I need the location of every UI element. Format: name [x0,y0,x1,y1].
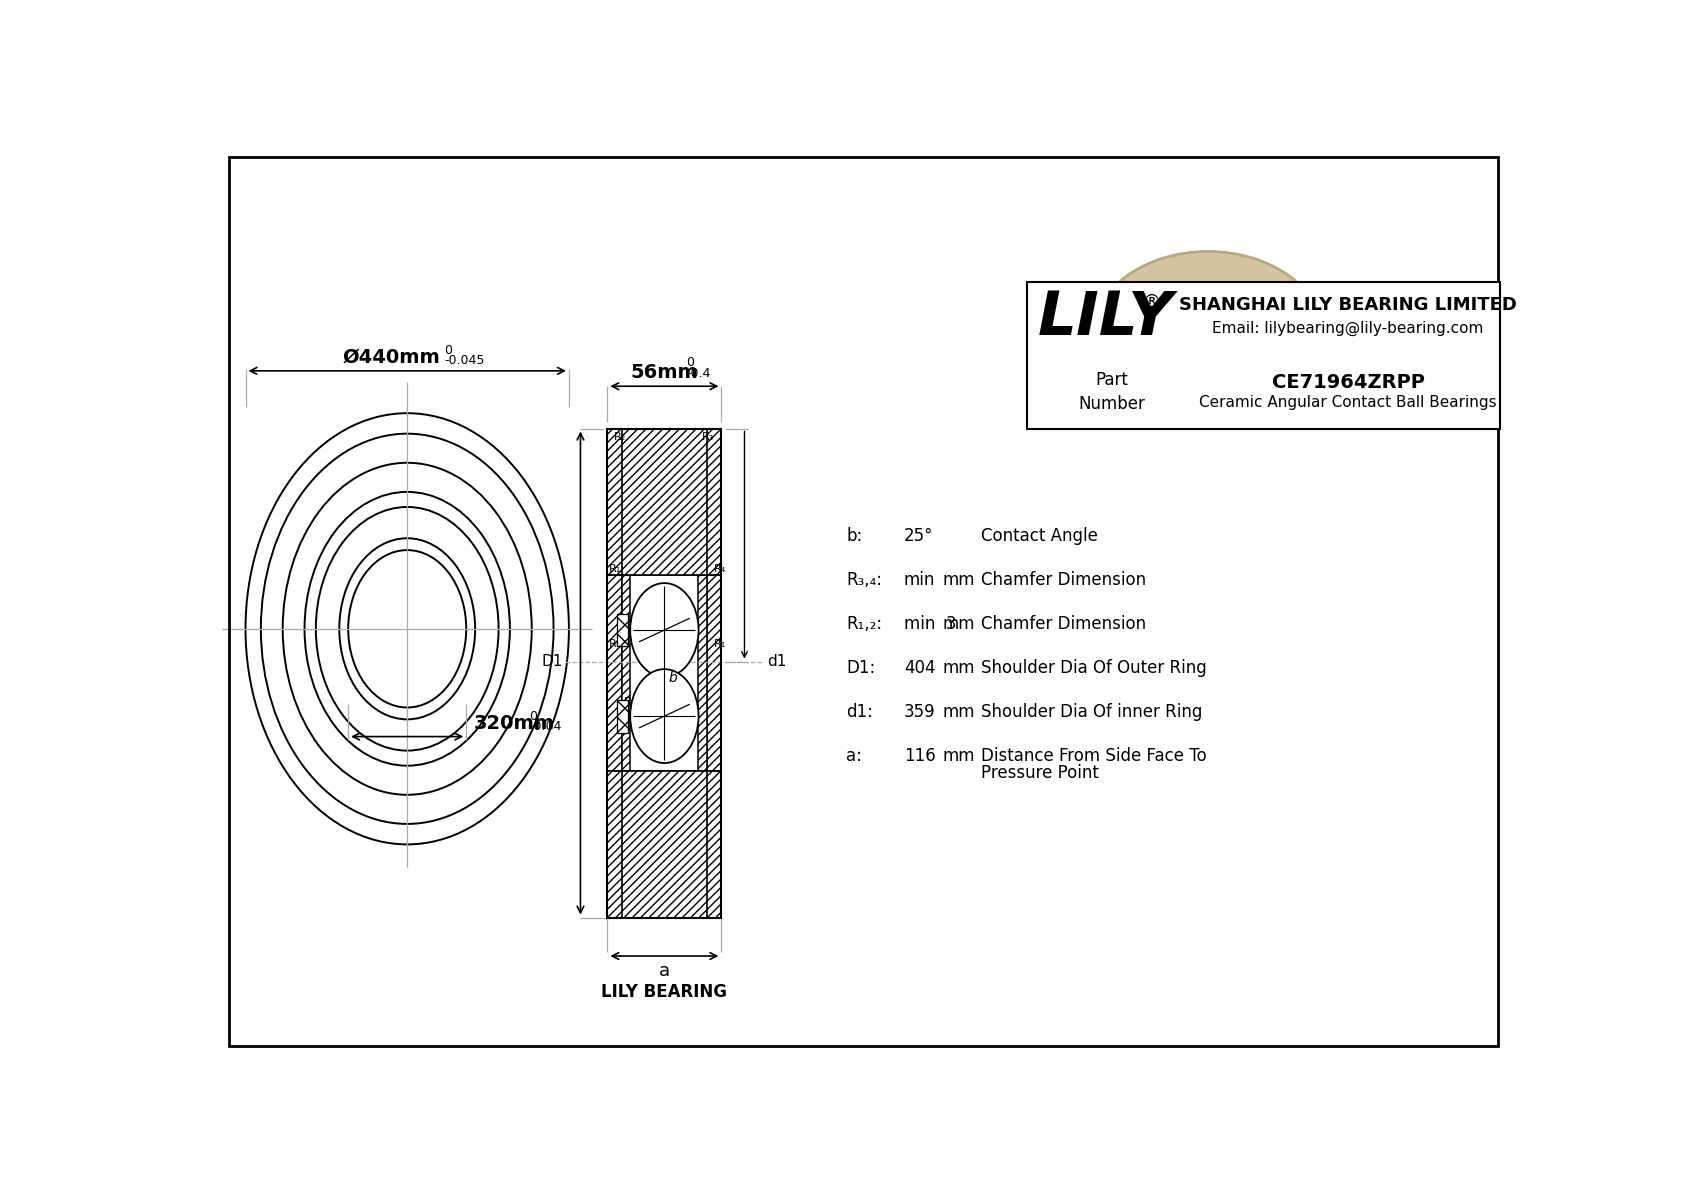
Bar [616,613,628,647]
Text: Chamfer Dimension: Chamfer Dimension [980,572,1147,590]
Text: Shoulder Dia Of inner Ring: Shoulder Dia Of inner Ring [980,703,1202,721]
Text: R₁,₂:: R₁,₂: [845,616,882,634]
Text: 0: 0 [445,344,453,357]
Text: 359: 359 [904,703,936,721]
Text: Part
Number: Part Number [1078,372,1145,413]
Text: D1:: D1: [845,659,876,676]
Text: b:: b: [845,528,862,545]
Bar [1027,282,1500,429]
Text: R₂: R₂ [680,698,692,707]
Bar [699,575,707,771]
Text: R₃,₄:: R₃,₄: [845,572,882,590]
Ellipse shape [630,669,699,763]
Text: D1: D1 [541,654,562,669]
Text: ®: ® [1143,293,1160,311]
Bar [621,429,707,575]
Bar [621,575,630,771]
Text: 404: 404 [904,659,935,676]
Text: Pressure Point: Pressure Point [980,763,1098,781]
Text: R₁: R₁ [610,638,621,649]
Text: 320mm: 320mm [473,713,556,732]
Bar [616,699,628,732]
Text: R₂: R₂ [623,698,637,707]
Text: R₄: R₄ [714,563,726,574]
Ellipse shape [1177,312,1239,348]
Bar [608,429,721,917]
Text: mm: mm [943,659,975,676]
Bar [621,771,707,917]
Text: 25°: 25° [904,528,933,545]
Text: LILY BEARING: LILY BEARING [601,983,727,1000]
Text: 0: 0 [529,710,537,723]
Text: mm: mm [943,616,975,634]
Text: 116: 116 [904,747,936,765]
Text: mm: mm [943,703,975,721]
Text: R₁: R₁ [714,638,726,649]
Text: 0: 0 [685,356,694,369]
Text: -0.04: -0.04 [529,719,562,732]
Text: d1: d1 [768,654,786,669]
Text: R₃: R₃ [702,431,714,442]
Text: mm: mm [943,572,975,590]
Text: Email: lilybearing@lily-bearing.com: Email: lilybearing@lily-bearing.com [1212,320,1484,336]
Text: R₁: R₁ [610,563,621,574]
Text: -0.045: -0.045 [445,354,485,367]
Text: -0.4: -0.4 [685,367,711,380]
Bar [608,429,721,575]
Text: min: min [904,572,935,590]
Text: d1:: d1: [845,703,872,721]
Text: mm: mm [943,747,975,765]
Text: Chamfer Dimension: Chamfer Dimension [980,616,1147,634]
Bar [608,575,621,771]
Text: R₂: R₂ [613,431,626,442]
Text: a: a [658,962,670,980]
Ellipse shape [1164,304,1251,368]
Text: Contact Angle: Contact Angle [980,528,1098,545]
Text: a:: a: [845,747,862,765]
Ellipse shape [1110,281,1307,366]
Text: Ceramic Angular Contact Ball Bearings: Ceramic Angular Contact Ball Bearings [1199,395,1497,410]
Text: min  3: min 3 [904,616,957,634]
Text: LILY: LILY [1037,289,1174,348]
Ellipse shape [630,584,699,676]
Text: b: b [669,671,677,685]
Bar [608,771,721,917]
Text: Shoulder Dia Of Outer Ring: Shoulder Dia Of Outer Ring [980,659,1207,676]
Ellipse shape [1093,251,1324,420]
Text: 56mm: 56mm [630,363,699,382]
Text: Distance From Side Face To: Distance From Side Face To [980,747,1207,765]
Text: CE71964ZRPP: CE71964ZRPP [1271,373,1425,392]
Bar [707,575,721,771]
Text: Ø440mm: Ø440mm [344,348,441,367]
Text: SHANGHAI LILY BEARING LIMITED: SHANGHAI LILY BEARING LIMITED [1179,297,1517,314]
